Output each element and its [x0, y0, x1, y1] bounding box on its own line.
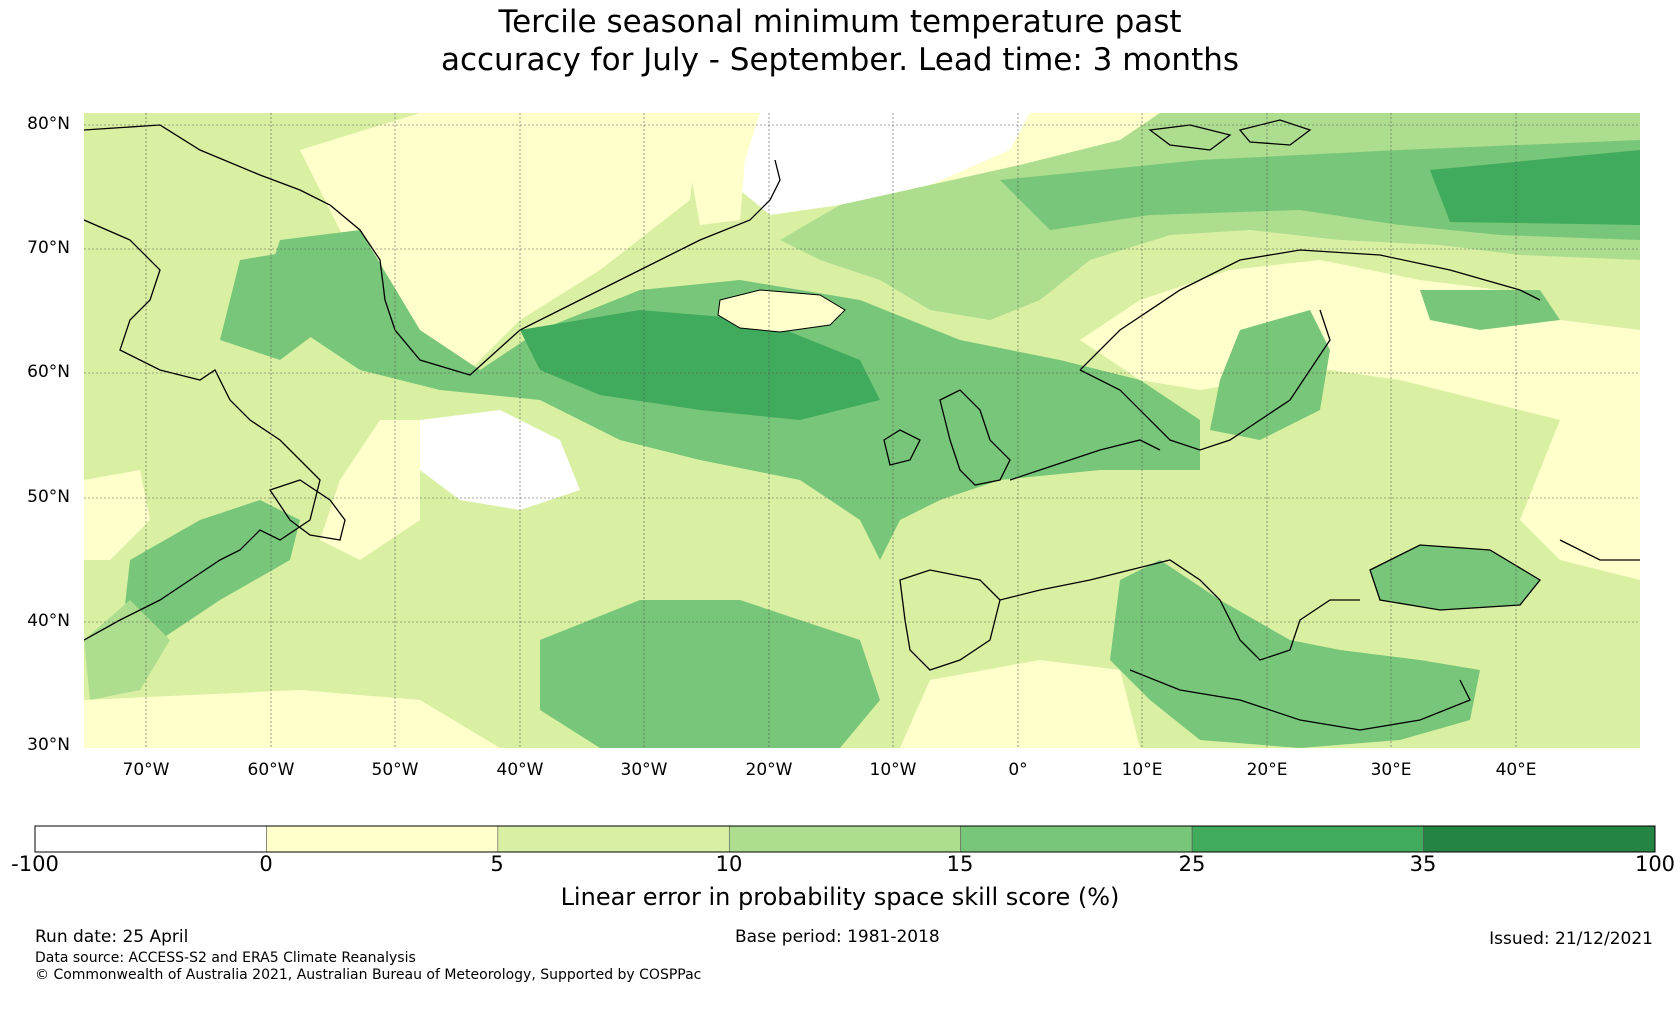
colorbar-swatch [497, 825, 730, 853]
lon-label-10w: 10°W [869, 760, 917, 780]
lon-label-30w: 30°W [620, 760, 668, 780]
lat-label-80n: 80°N [27, 114, 70, 134]
colorbar-swatch [1423, 825, 1656, 853]
colorbar-tick-15: 15 [946, 852, 974, 876]
colorbar-tick-25: 25 [1178, 852, 1206, 876]
colorbar-tick-0: 0 [259, 852, 273, 876]
lat-label-50n: 50°N [27, 487, 70, 507]
issued-date: Issued: 21/12/2021 [1489, 929, 1653, 949]
low-skill-area [740, 113, 1030, 215]
high-skill-area [1370, 545, 1540, 610]
copyright: © Commonwealth of Australia 2021, Austra… [35, 967, 702, 983]
colorbar-swatch [728, 825, 962, 853]
lon-label-0: 0° [1008, 760, 1028, 780]
lon-label-60w: 60°W [247, 760, 295, 780]
run-date: Run date: 25 April [35, 927, 189, 947]
lat-label-40n: 40°N [27, 611, 70, 631]
lon-label-50w: 50°W [371, 760, 419, 780]
high-skill-area [1210, 310, 1330, 440]
coastlines [84, 119, 1640, 731]
colorbar-tick-10: 10 [715, 852, 743, 876]
iceland [717, 289, 846, 333]
high-skill-area [520, 310, 880, 420]
lat-label-60n: 60°N [27, 362, 70, 382]
high-skill-area [1430, 150, 1640, 225]
high-skill-area [1420, 290, 1560, 330]
low-skill-area [900, 660, 1140, 748]
high-skill-area [120, 500, 300, 650]
low-skill-area [1520, 420, 1640, 580]
lat-label-30n: 30°N [27, 735, 70, 755]
low-skill-area [690, 113, 760, 225]
colorbar-swatches [34, 825, 1656, 853]
lon-label-10e: 10°E [1121, 760, 1163, 780]
colorbar-swatch [34, 825, 267, 853]
medium-skill-area [84, 600, 170, 700]
lat-label-70n: 70°N [27, 238, 70, 258]
colorbar-tick-minus-100: -100 [11, 852, 59, 876]
colorbar-tick-100: 100 [1634, 852, 1676, 876]
base-period: Base period: 1981-2018 [735, 927, 940, 947]
lon-label-70w: 70°W [122, 760, 170, 780]
colorbar-label: Linear error in probability space skill … [560, 883, 1120, 911]
chart-title-line-1: Tercile seasonal minimum temperature pas… [498, 4, 1182, 40]
high-skill-area [220, 250, 320, 360]
low-skill-area [84, 690, 500, 748]
low-skill-area [84, 470, 150, 560]
lon-label-20e: 20°E [1246, 760, 1288, 780]
chart-title-line-2: accuracy for July - September. Lead time… [440, 42, 1240, 78]
colorbar-tick-35: 35 [1409, 852, 1437, 876]
lon-label-40e: 40°E [1495, 760, 1537, 780]
low-skill-area [930, 113, 1160, 185]
colorbar-tick-5: 5 [490, 852, 504, 876]
lon-label-40w: 40°W [496, 760, 544, 780]
colorbar-swatch [960, 825, 1193, 853]
low-skill-area [420, 410, 580, 510]
map-field [84, 113, 1640, 748]
lon-label-20w: 20°W [745, 760, 793, 780]
high-skill-area [1110, 560, 1480, 748]
colorbar-swatch [266, 825, 499, 853]
colorbar-swatch [1191, 825, 1424, 853]
lon-label-30e: 30°E [1370, 760, 1412, 780]
graticule [84, 113, 1640, 748]
high-skill-area [540, 600, 880, 748]
data-source: Data source: ACCESS-S2 and ERA5 Climate … [35, 950, 416, 966]
